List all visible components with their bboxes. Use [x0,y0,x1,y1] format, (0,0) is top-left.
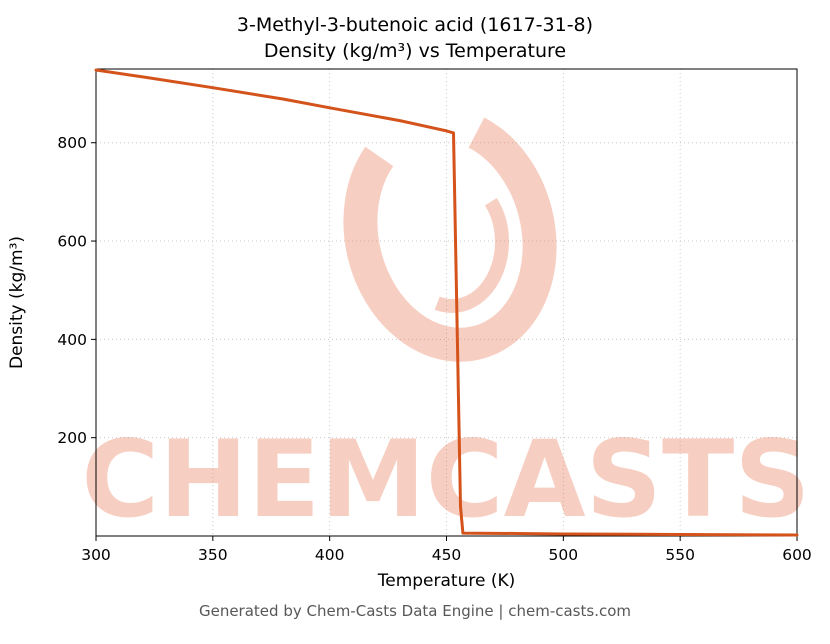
chart-area: CHEMCASTS 300 350 400 450 500 550 600 200 400 600 8… [0,64,830,599]
x-tick-label: 500 [549,546,579,564]
chart-subtitle: Density (kg/m³) vs Temperature [263,40,567,62]
x-tick-label: 350 [198,546,228,564]
x-tick-label: 300 [81,546,111,564]
y-tick-label: 800 [57,134,87,152]
y-tick-label: 200 [57,429,87,447]
axis-ticks: 300 350 400 450 500 550 600 200 400 600 800 [57,134,811,564]
x-tick-label: 600 [782,546,812,564]
watermark-text: CHEMCASTS [81,418,810,541]
x-axis-label: Temperature (K) [377,571,516,591]
y-tick-label: 400 [57,331,87,349]
footer-attribution: Generated by Chem-Casts Data Engine | ch… [198,602,632,620]
y-tick-label: 600 [57,233,87,251]
chart-title-block: 3-Methyl-3-butenoic acid (1617-31-8) Den… [0,0,830,64]
y-axis-label: Density (kg/m³) [7,236,27,369]
chemcasts-logo-inner-arc [395,171,509,313]
x-tick-label: 400 [315,546,345,564]
chemcasts-watermark: CHEMCASTS [81,106,811,541]
density-line [94,68,799,537]
density-vs-temperature-chart: CHEMCASTS 300 350 400 450 500 550 600 200 400 600 8… [7,68,812,591]
x-tick-label: 450 [432,546,462,564]
gridlines [95,69,798,536]
chart-title: 3-Methyl-3-butenoic acid (1617-31-8) [236,14,594,36]
chemcasts-logo-ring [343,106,557,362]
x-tick-label: 550 [665,546,695,564]
